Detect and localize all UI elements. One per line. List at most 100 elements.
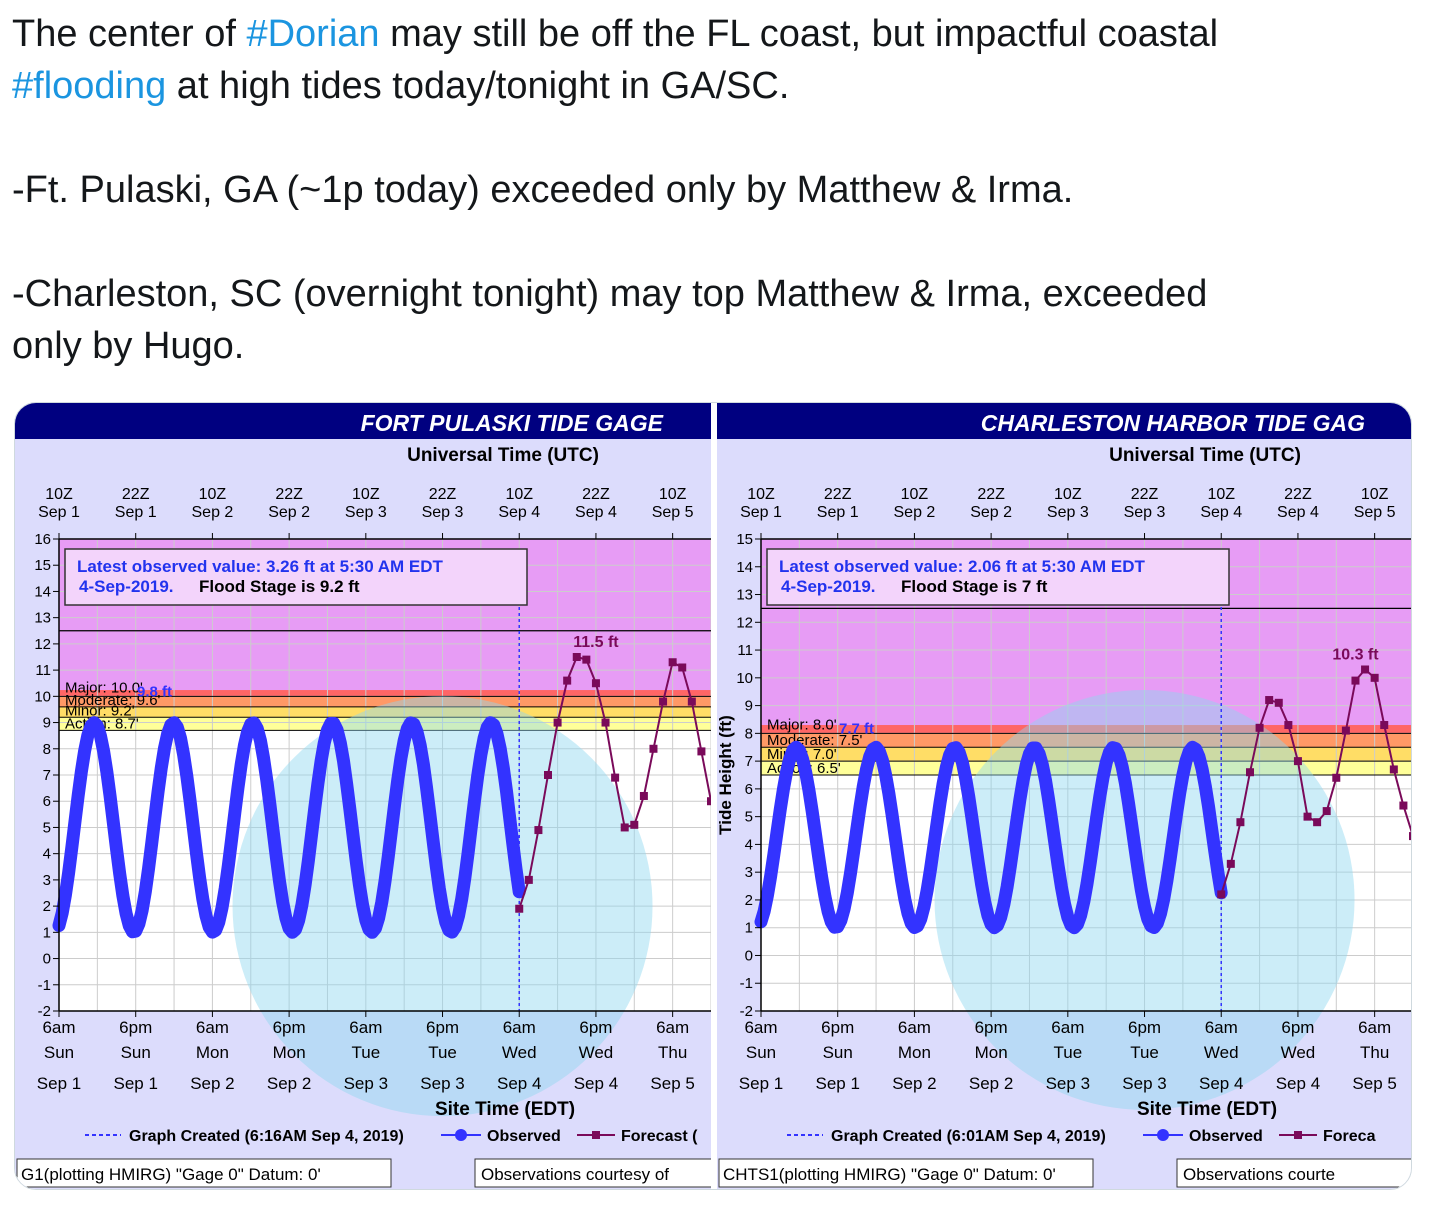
y-tick-label: 8 [745,725,753,742]
bottom-tick-label-day: Tue [351,1043,380,1062]
legend-forecast-marker [1294,1131,1302,1139]
info-date: 4-Sep-2019. [79,577,174,596]
bottom-tick-label-date: Sep 4 [1276,1074,1320,1093]
bottom-axis-title: Site Time (EDT) [1137,1099,1277,1120]
bottom-tick-label-time: 6am [349,1018,382,1037]
bottom-tick-label-date: Sep 2 [892,1074,936,1093]
top-tick-label-time: 10Z [1054,486,1082,503]
bottom-tick-label-time: 6am [898,1018,931,1037]
y-tick-label: 1 [745,920,753,937]
bottom-tick-label-time: 6pm [975,1018,1008,1037]
forecast-point [1351,676,1360,685]
y-tick-label: 7 [43,767,51,784]
y-tick-label: 0 [43,951,51,968]
footer-left-text: G1(plotting HMIRG) "Gage 0" Datum: 0' [21,1165,321,1184]
y-tick-label: 12 [736,614,753,631]
y-tick-label: 6 [745,781,753,798]
y-tick-label: 15 [736,531,753,548]
flood-band-1 [761,733,1411,748]
top-tick-label-date: Sep 3 [1124,504,1166,521]
forecast-point [649,744,658,753]
info-flood-stage: Flood Stage is 9.2 ft [199,577,360,596]
footer-left-box [16,1158,392,1188]
footer-right-text: Observations courtesy of [481,1165,669,1184]
y-tick-label: 3 [43,872,51,889]
info-box [766,548,1230,606]
y-tick-label: 8 [43,741,51,758]
bottom-tick-label-time: 6am [1358,1018,1391,1037]
y-tick-label: 12 [34,636,51,653]
top-tick-label-date: Sep 4 [498,504,540,521]
bottom-tick-label-day: Thu [1360,1043,1389,1062]
forecast-point [1361,665,1370,674]
bottom-tick-label-date: Sep 4 [497,1074,541,1093]
y-tick-label: -1 [740,975,753,992]
fort-pulaski-chart[interactable]: FORT PULASKI TIDE GAGE Universal Time (UT… [15,403,711,1189]
top-tick-label-date: Sep 1 [740,504,782,521]
top-tick-label-time: 10Z [901,486,929,503]
bottom-tick-label-date: Sep 1 [113,1074,157,1093]
bottom-tick-label-time: 6am [42,1018,75,1037]
bottom-tick-label-time: 6pm [1128,1018,1161,1037]
bottom-tick-label-day: Sun [44,1043,74,1062]
bottom-tick-label-date: Sep 3 [1122,1074,1166,1093]
top-tick-label-time: 22Z [977,486,1005,503]
tweet-text-segment: The center of [12,13,247,55]
top-tick-label-date: Sep 1 [115,504,157,521]
top-tick-label-time: 22Z [122,486,150,503]
top-tick-label-time: 10Z [199,486,227,503]
legend-observed-label: Observed [487,1128,561,1145]
bottom-tick-label-time: 6pm [273,1018,306,1037]
bottom-tick-label-day: Mon [273,1043,306,1062]
y-tick-label: -2 [740,1003,753,1020]
forecast-point [630,820,639,829]
bottom-tick-label-date: Sep 5 [650,1074,694,1093]
chart-title: CHARLESTON HARBOR TIDE GAG [981,410,1365,436]
legend-created-label: Graph Created (6:01AM Sep 4, 2019) [831,1128,1106,1145]
forecast-point [1274,698,1283,707]
bottom-tick-label-date: Sep 4 [1199,1074,1243,1093]
forecast-peak-label: 11.5 ft [573,634,619,651]
bottom-tick-label-time: 6pm [119,1018,152,1037]
hashtag-flooding-link[interactable]: #flooding [12,65,167,107]
top-tick-label-date: Sep 3 [345,504,387,521]
forecast-point [1370,673,1379,682]
bottom-tick-label-date: Sep 3 [344,1074,388,1093]
forecast-point [1322,807,1331,816]
top-tick-label-date: Sep 5 [1354,504,1396,521]
y-tick-label: -2 [38,1003,51,1020]
forecast-point [1293,757,1302,766]
media-divider [711,403,717,1189]
forecast-point [1380,721,1389,730]
forecast-point [1284,721,1293,730]
flood-band-0 [761,725,1411,734]
top-tick-label-time: 10Z [1361,486,1389,503]
forecast-point [687,697,696,706]
top-tick-label-time: 10Z [1207,486,1235,503]
y-tick-label: 4 [745,836,753,853]
bottom-tick-label-date: Sep 2 [969,1074,1013,1093]
tweet-media-image[interactable]: FORT PULASKI TIDE GAGE Universal Time (UT… [14,402,1412,1190]
top-tick-label-date: Sep 5 [652,504,694,521]
charleston-chart[interactable]: CHARLESTON HARBOR TIDE GAG Universal Time… [717,403,1411,1189]
forecast-point [1217,890,1226,899]
top-axis-title: Universal Time (UTC) [1109,445,1301,466]
bottom-tick-label-day: Wed [1204,1043,1239,1062]
bottom-tick-label-day: Sun [121,1043,151,1062]
flood-band-1 [59,696,711,707]
hashtag-dorian-link[interactable]: #Dorian [246,13,380,55]
top-tick-label-date: Sep 1 [38,504,80,521]
footer-right-text: Observations courte [1183,1165,1335,1184]
y-tick-label: 14 [34,583,51,600]
charleston-chart-svg: CHARLESTON HARBOR TIDE GAG Universal Time… [717,403,1411,1188]
bottom-tick-label-day: Sun [746,1043,776,1062]
tweet-paragraph-charleston-cont: only by Hugo. [12,325,245,367]
forecast-point [639,791,648,800]
y-tick-label: 2 [43,898,51,915]
y-tick-label: 14 [736,559,753,576]
legend-forecast-marker [592,1131,600,1139]
overlap-value-label: 7.7 ft [839,720,874,737]
bottom-tick-label-date: Sep 5 [1352,1074,1396,1093]
y-tick-label: 0 [745,947,753,964]
y-tick-label: 13 [34,610,51,627]
